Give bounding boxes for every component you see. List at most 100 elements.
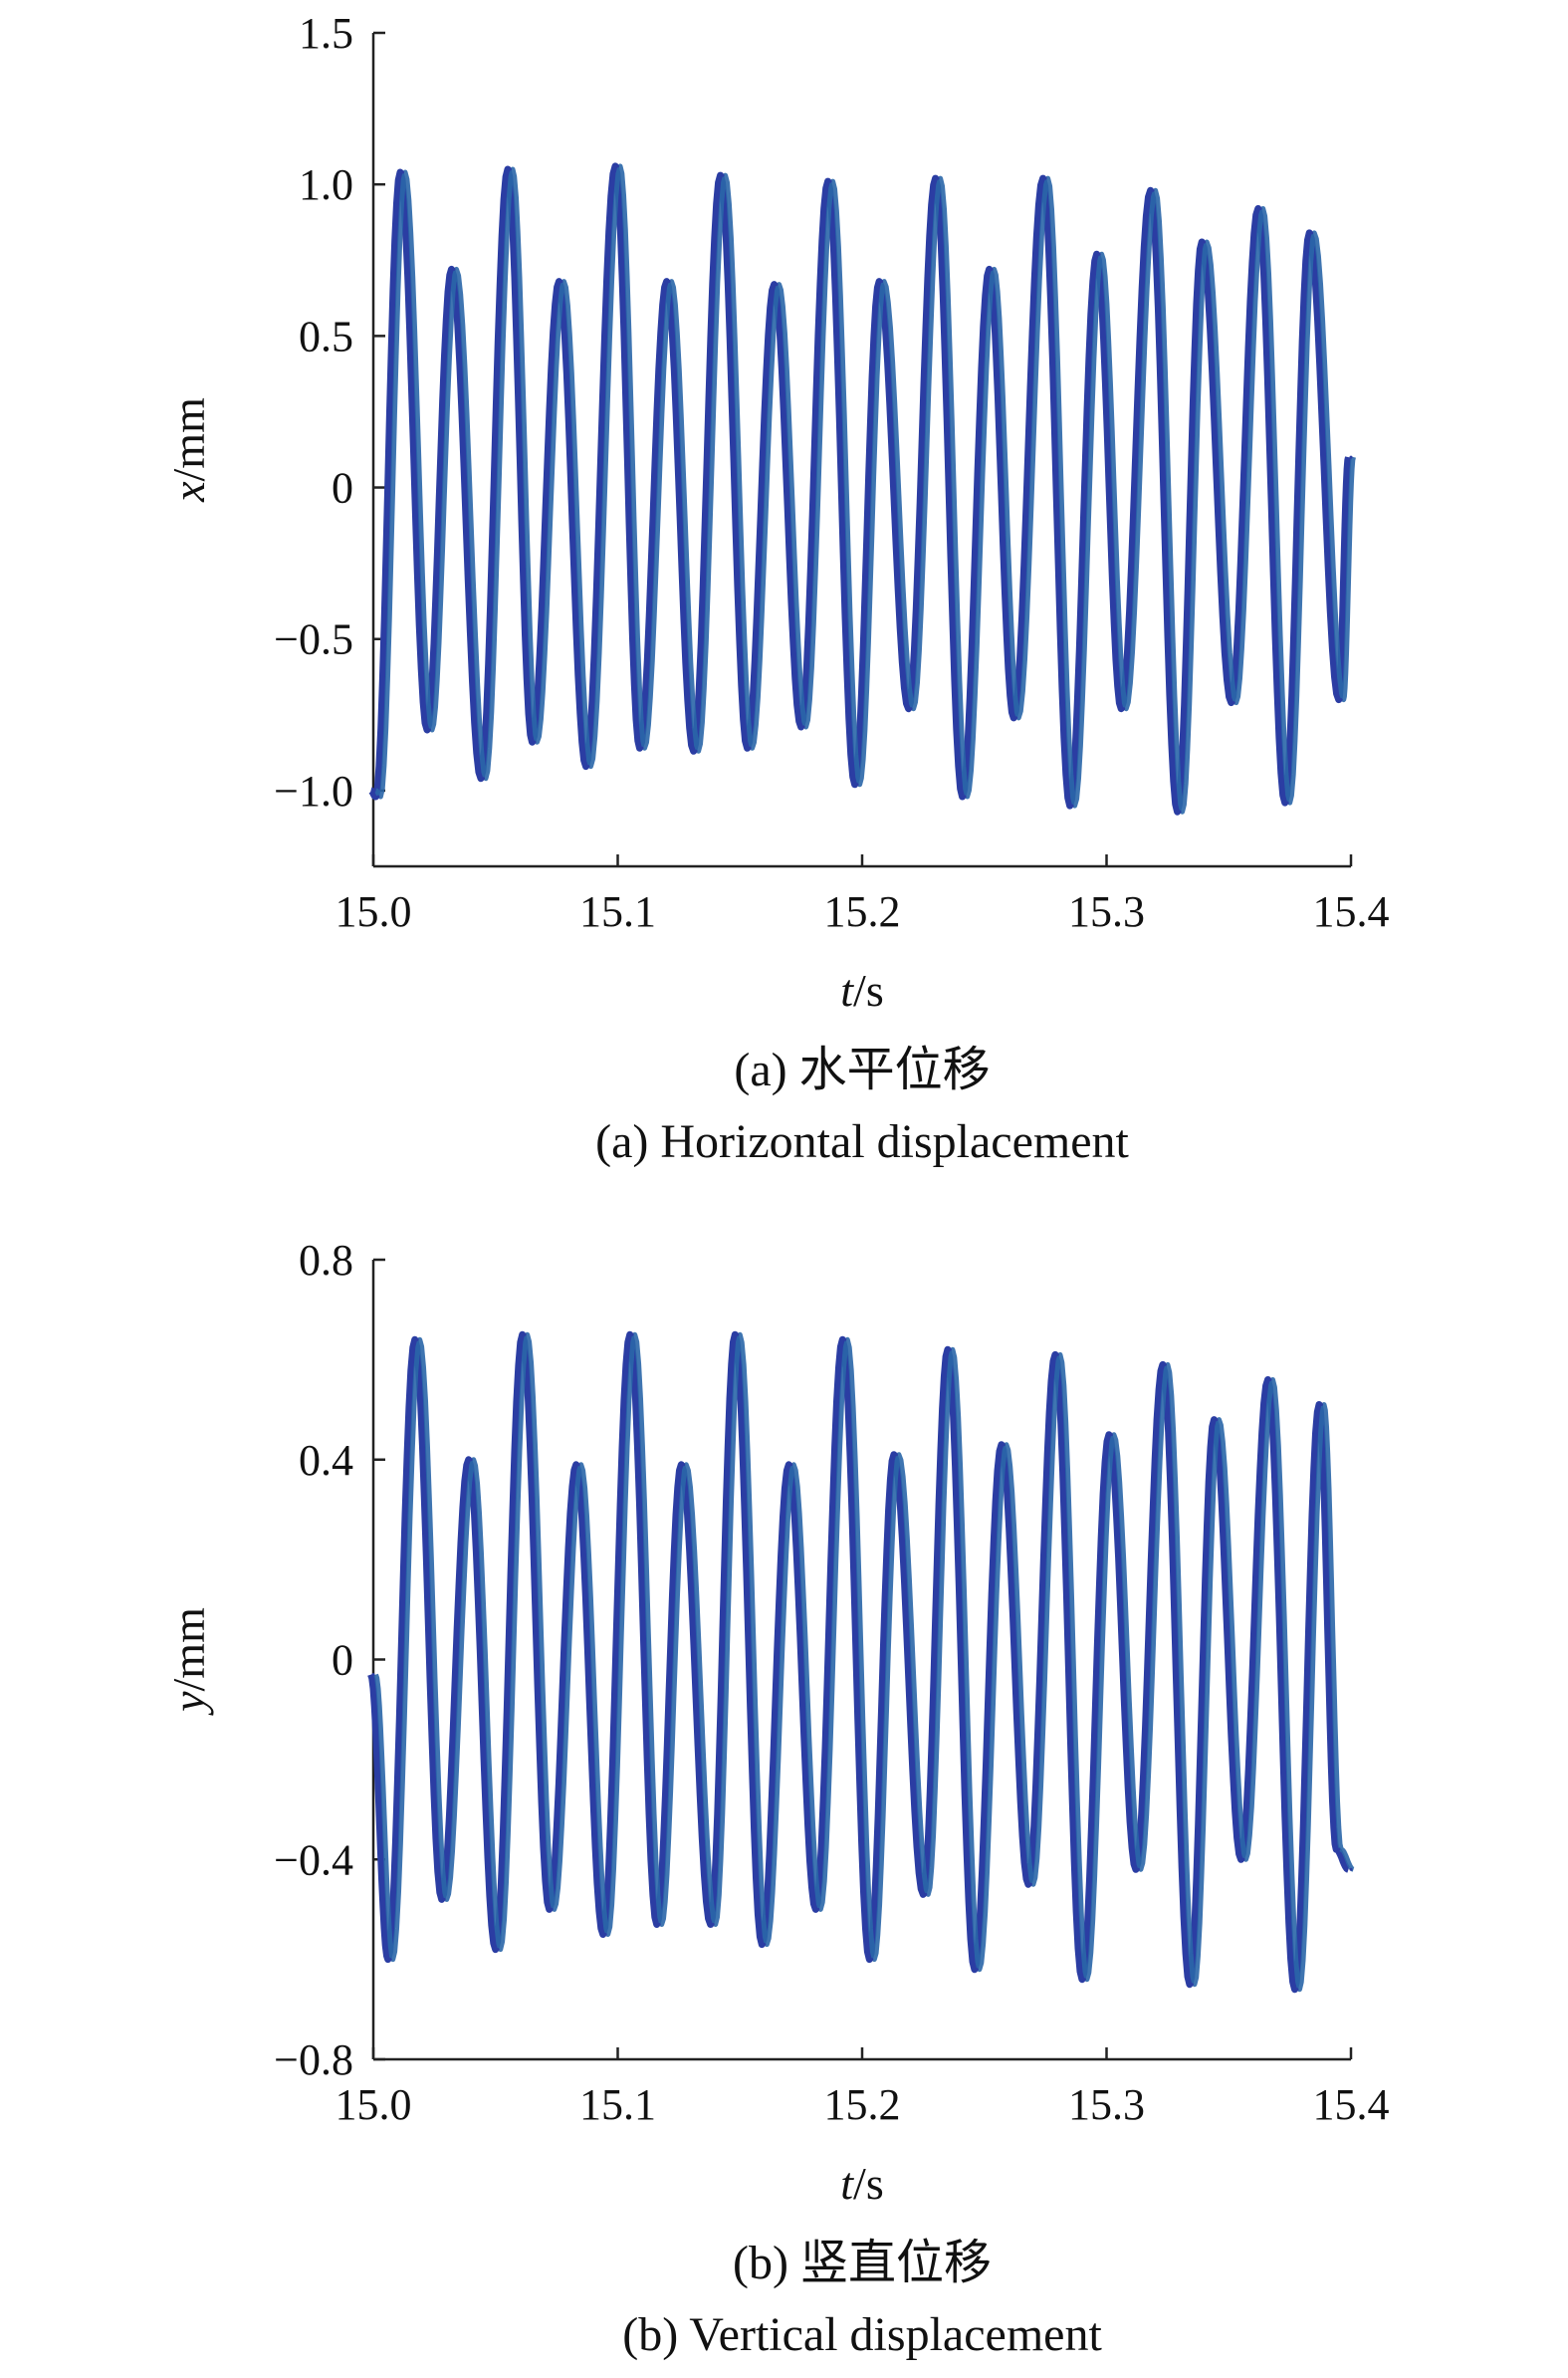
y-tick-label: 0.5 xyxy=(299,312,353,360)
x-tick-label: 15.0 xyxy=(336,2080,412,2129)
y-axis-unit: /mm xyxy=(163,1607,214,1692)
trough-point xyxy=(1349,1867,1353,1871)
trough-point xyxy=(1232,701,1235,705)
trough-point xyxy=(640,746,644,750)
series-line-dark xyxy=(367,162,1352,816)
y-tick-label: −1.0 xyxy=(274,767,353,816)
peak-point xyxy=(789,1463,793,1467)
y-tick-label: −0.8 xyxy=(274,2035,353,2084)
caption-english: (b) Vertical displacement xyxy=(622,2308,1102,2361)
x-tick-label: 15.3 xyxy=(1068,2080,1145,2129)
x-axis-symbol: t xyxy=(840,965,854,1016)
trough-point xyxy=(428,728,431,732)
trough-point xyxy=(763,1943,767,1947)
x-tick-label: 15.1 xyxy=(579,2080,656,2129)
trough-point xyxy=(1337,1847,1341,1851)
y-tick-label: 0.4 xyxy=(299,1436,353,1485)
peak-point xyxy=(948,1347,952,1351)
peak-point xyxy=(1002,1443,1006,1447)
x-tick-label: 15.0 xyxy=(336,887,412,936)
peak-point xyxy=(1043,176,1047,180)
trough-point xyxy=(1190,1983,1194,1987)
trough-point xyxy=(855,783,859,787)
x-tick-label: 15.4 xyxy=(1313,2080,1390,2129)
panel-horizontal-displacement: 1.51.00.50−0.5−1.015.0 15.1 15.2 15.3 15.4t/… xyxy=(163,9,1390,1168)
caption-english: (a) Horizontal displacement xyxy=(595,1115,1129,1168)
trough-point xyxy=(1241,1857,1245,1861)
peak-point xyxy=(1203,240,1207,244)
peak-point xyxy=(1097,252,1101,256)
x-tick-label: 15.3 xyxy=(1068,887,1145,936)
y-axis-unit: /mm xyxy=(163,397,214,482)
trough-point xyxy=(748,746,752,750)
series-line-light xyxy=(373,163,1356,815)
x-tick-label: 15.2 xyxy=(824,2080,901,2129)
peak-point xyxy=(616,164,619,168)
y-axis-symbol: y xyxy=(163,1691,214,1716)
series-line-dark xyxy=(367,1330,1352,1994)
peak-point xyxy=(576,1463,580,1467)
trough-point xyxy=(376,795,380,799)
peak-point xyxy=(560,280,563,284)
series-line-light xyxy=(373,1331,1356,1993)
y-tick-label: −0.4 xyxy=(274,1835,353,1884)
trough-point xyxy=(1285,801,1289,805)
peak-point xyxy=(828,179,832,183)
trough-point xyxy=(975,1968,979,1972)
caption-chinese: (b) 竖直位移 xyxy=(733,2237,992,2289)
y-tick-label: 0.8 xyxy=(299,1236,353,1285)
trough-point xyxy=(801,725,805,729)
caption-chinese: (a) 水平位移 xyxy=(734,1044,990,1096)
trough-point xyxy=(550,1907,554,1911)
peak-point xyxy=(1055,1352,1059,1356)
x-axis-unit: /s xyxy=(853,2158,884,2209)
panel-vertical-displacement: 0.80.40−0.4−0.815.0 15.1 15.2 15.3 15.4t/sy/… xyxy=(163,1236,1390,2361)
y-axis-label: y/mm xyxy=(163,1607,214,1716)
trough-point xyxy=(1136,1867,1140,1871)
x-axis-label: t/s xyxy=(840,965,883,1016)
trough-point xyxy=(586,765,590,769)
peak-point xyxy=(1215,1418,1219,1422)
x-tick-label: 15.4 xyxy=(1313,887,1390,936)
trough-point xyxy=(1028,1882,1032,1886)
peak-point xyxy=(1310,231,1314,235)
trough-point xyxy=(442,1897,446,1901)
peak-point xyxy=(1109,1433,1113,1437)
peak-point xyxy=(990,267,994,271)
trough-point xyxy=(1014,716,1018,720)
peak-point xyxy=(1151,188,1155,192)
peak-point xyxy=(1258,207,1262,210)
y-axis-label: x/mm xyxy=(163,397,214,503)
trough-point xyxy=(1082,1978,1086,1982)
peak-point xyxy=(401,170,404,174)
y-tick-label: 1.0 xyxy=(299,160,353,209)
peak-point xyxy=(1320,1403,1323,1406)
peak-point xyxy=(509,167,512,171)
peak-point xyxy=(894,1453,898,1457)
peak-point xyxy=(452,267,456,271)
peak-point xyxy=(682,1463,686,1467)
peak-point xyxy=(775,283,779,287)
trough-point xyxy=(603,1933,607,1936)
peak-point xyxy=(721,173,725,177)
y-axis-symbol: x xyxy=(163,481,214,503)
trough-point xyxy=(496,1948,500,1952)
trough-point xyxy=(1295,1988,1299,1992)
trough-point xyxy=(1070,804,1074,808)
peak-point xyxy=(415,1337,419,1341)
x-axis-symbol: t xyxy=(840,2158,854,2209)
trough-point xyxy=(371,789,375,793)
peak-point xyxy=(1349,455,1353,459)
trough-point xyxy=(924,1892,928,1896)
peak-point xyxy=(880,280,884,284)
y-tick-label: −0.5 xyxy=(274,615,353,664)
y-tick-label: 0 xyxy=(332,464,353,513)
trough-point xyxy=(816,1907,820,1911)
trough-point xyxy=(1122,707,1126,711)
x-axis-label: t/s xyxy=(840,2158,883,2209)
y-tick-label: 1.5 xyxy=(299,9,353,58)
peak-point xyxy=(843,1337,847,1341)
trough-point xyxy=(1178,810,1182,814)
peak-point xyxy=(469,1458,473,1462)
